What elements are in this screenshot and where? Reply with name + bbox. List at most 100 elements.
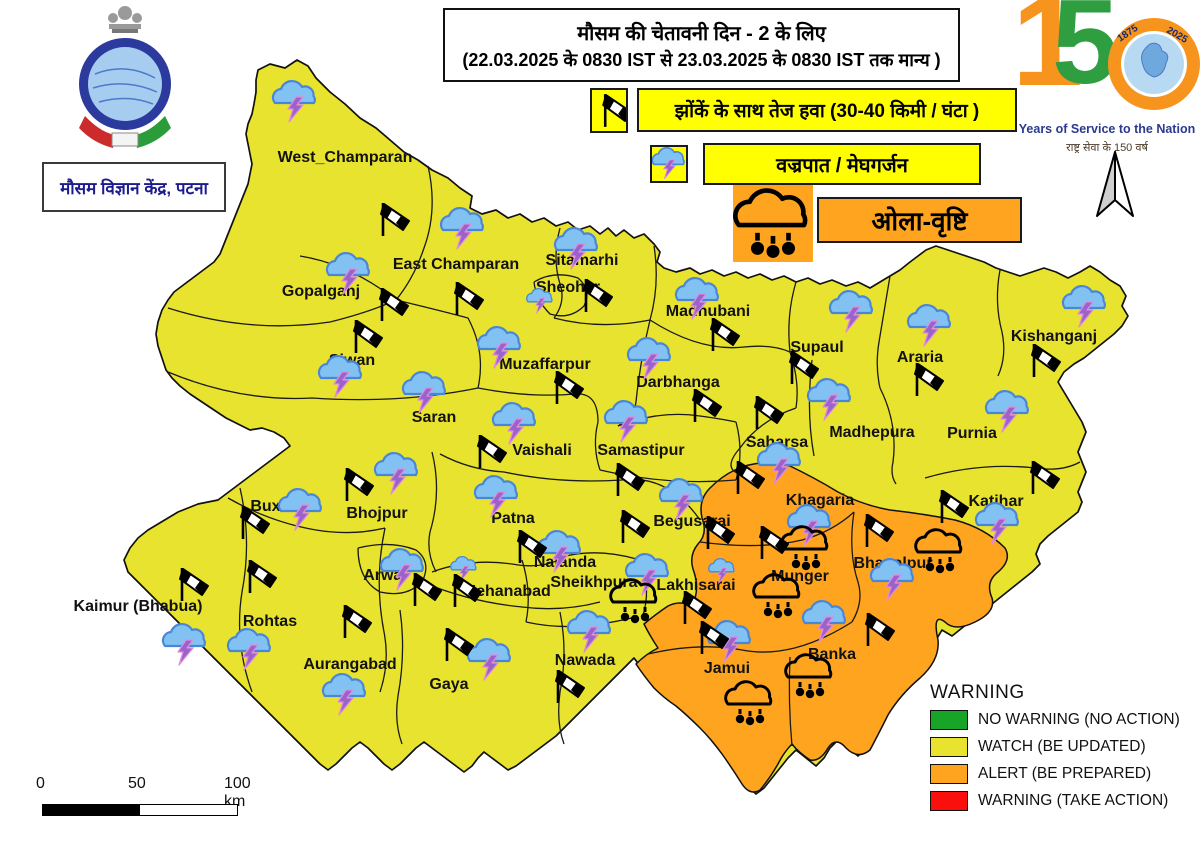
watch-label: WATCH (BE UPDATED) bbox=[978, 738, 1146, 755]
district-border bbox=[788, 281, 797, 353]
district-label-kishanganj: Kishanganj bbox=[1011, 328, 1097, 345]
district-border bbox=[996, 269, 1005, 377]
district-label-kaimur-bhabua-: Kaimur (Bhabua) bbox=[74, 598, 203, 615]
district-border bbox=[227, 497, 386, 534]
district-label-madhepura: Madhepura bbox=[829, 424, 914, 441]
ribbon-center bbox=[111, 132, 139, 147]
wind-warning-label: झोंकें के साथ तेज हवा (30-40 किमी / घंटा… bbox=[637, 88, 1017, 132]
no-warning-swatch bbox=[930, 710, 968, 730]
isobar-lines bbox=[92, 68, 158, 105]
scale-0: 0 bbox=[36, 775, 45, 792]
digit-five: 5 bbox=[1052, 0, 1119, 109]
district-label-sheohar: Sheohar bbox=[536, 279, 600, 296]
legend-row-warning: WARNING (TAKE ACTION) bbox=[930, 791, 1192, 811]
ashoka-capital-icon bbox=[108, 6, 142, 33]
district-label-nawada: Nawada bbox=[555, 652, 616, 669]
warning-legend: WARNING NO WARNING (NO ACTION) WATCH (BE… bbox=[930, 682, 1192, 818]
digit-one: 1 bbox=[1012, 0, 1084, 113]
district-label-jehanabad: Jehanabad bbox=[467, 583, 551, 600]
district-border bbox=[879, 387, 897, 485]
district-border bbox=[788, 656, 793, 747]
district-border bbox=[851, 511, 861, 623]
district-label-east-champaran: East Champaran bbox=[393, 256, 519, 273]
warning-label: WARNING (TAKE ACTION) bbox=[978, 792, 1169, 809]
district-label-sitamarhi: Sitamarhi bbox=[546, 252, 619, 269]
thunderstorm-warning-label: वज्रपात / मेघगर्जन bbox=[703, 143, 981, 185]
district-label-west-champaran: West_Champaran bbox=[278, 149, 413, 166]
district-label-jamui: Jamui bbox=[704, 660, 750, 677]
district-border bbox=[876, 275, 891, 389]
district-border bbox=[396, 609, 404, 745]
district-border bbox=[521, 559, 529, 623]
district-label-lakhisarai: Lakhisarai bbox=[656, 577, 735, 594]
district-border bbox=[599, 469, 737, 483]
district-label-gopalganj: Gopalganj bbox=[282, 283, 360, 300]
district-border bbox=[594, 421, 601, 471]
district-border bbox=[558, 611, 565, 745]
tagline-english: Years of Service to the Nation bbox=[1018, 122, 1196, 136]
district-label-khagaria: Khagaria bbox=[786, 492, 855, 509]
district-border bbox=[428, 451, 438, 573]
district-border bbox=[395, 165, 433, 301]
office-name-box: मौसम विज्ञान केंद्र, पटना bbox=[42, 162, 226, 212]
scale-50: 50 bbox=[128, 775, 146, 792]
map-title-box: मौसम की चेतावनी दिन - 2 के लिए (22.03.20… bbox=[443, 8, 960, 82]
north-arrow-icon bbox=[1096, 151, 1134, 217]
warning-swatch bbox=[930, 791, 968, 811]
imd-round-emblem: 1875 2025 bbox=[1108, 18, 1200, 110]
ribbon-left bbox=[79, 116, 115, 148]
imd-150-years-logo: 1 5 1875 2025 Years of Service to the Na… bbox=[1012, 0, 1200, 172]
wind-symbol-box bbox=[590, 88, 628, 133]
windsock-icon bbox=[601, 92, 626, 128]
hail-icon bbox=[733, 185, 813, 262]
district-label-madhubani: Madhubani bbox=[666, 303, 750, 320]
district-label-araria: Araria bbox=[897, 349, 943, 366]
district-label-gaya: Gaya bbox=[429, 676, 468, 693]
district-border bbox=[649, 245, 657, 321]
district-label-aurangabad: Aurangabad bbox=[303, 656, 396, 673]
district-border bbox=[565, 552, 641, 561]
district-border bbox=[167, 299, 397, 327]
ribbon-right bbox=[135, 116, 171, 148]
district-label-patna: Patna bbox=[491, 510, 535, 527]
hail-warning-label: ओला-वृष्टि bbox=[817, 197, 1022, 243]
district-border bbox=[421, 581, 601, 610]
district-label-supaul: Supaul bbox=[790, 339, 843, 356]
title-line1: मौसम की चेतावनी दिन - 2 के लिए bbox=[577, 22, 826, 45]
office-name-label: मौसम विज्ञान केंद्र, पटना bbox=[60, 178, 208, 198]
district-label-rohtas: Rohtas bbox=[243, 613, 297, 630]
district-label-darbhanga: Darbhanga bbox=[636, 374, 720, 391]
district-label-katihar: Katihar bbox=[968, 493, 1023, 510]
thunderstorm-icon bbox=[652, 146, 685, 180]
district-border bbox=[924, 461, 1081, 479]
district-label-vaishali: Vaishali bbox=[512, 442, 572, 459]
district-label-purnia: Purnia bbox=[947, 425, 997, 442]
district-border bbox=[649, 319, 791, 353]
district-label-bhojpur: Bhojpur bbox=[346, 505, 407, 522]
district-label-muzaffarpur: Muzaffarpur bbox=[499, 356, 591, 373]
district-border bbox=[378, 527, 387, 693]
watch-swatch bbox=[930, 737, 968, 757]
warning-legend-title: WARNING bbox=[930, 682, 1025, 703]
map-scale-bar: 0 50 100 km bbox=[36, 775, 276, 825]
hail-symbol-box bbox=[733, 185, 813, 262]
district-label-nalanda: Nalanda bbox=[534, 554, 596, 571]
district-label-saran: Saran bbox=[412, 409, 456, 426]
district-border bbox=[395, 299, 482, 389]
title-line2: (22.03.2025 के 0830 IST से 23.03.2025 के… bbox=[462, 49, 941, 70]
scale-bar-graphic bbox=[42, 804, 238, 816]
thunderstorm-symbol-box bbox=[650, 145, 688, 183]
tagline-hindi: राष्ट्र सेवा के 150 वर्ष bbox=[1066, 142, 1148, 154]
no-warning-label: NO WARNING (NO ACTION) bbox=[978, 711, 1180, 728]
alert-label: ALERT (BE PREPARED) bbox=[978, 765, 1152, 782]
district-border bbox=[647, 621, 853, 655]
thunderstorm-icon bbox=[161, 622, 206, 667]
legend-row-no-warning: NO WARNING (NO ACTION) bbox=[930, 710, 1192, 730]
imd-emblem-logo bbox=[79, 6, 171, 148]
legend-row-watch: WATCH (BE UPDATED) bbox=[930, 737, 1192, 757]
district-border bbox=[553, 317, 651, 326]
legend-row-alert: ALERT (BE PREPARED) bbox=[930, 764, 1192, 784]
alert-swatch bbox=[930, 764, 968, 784]
